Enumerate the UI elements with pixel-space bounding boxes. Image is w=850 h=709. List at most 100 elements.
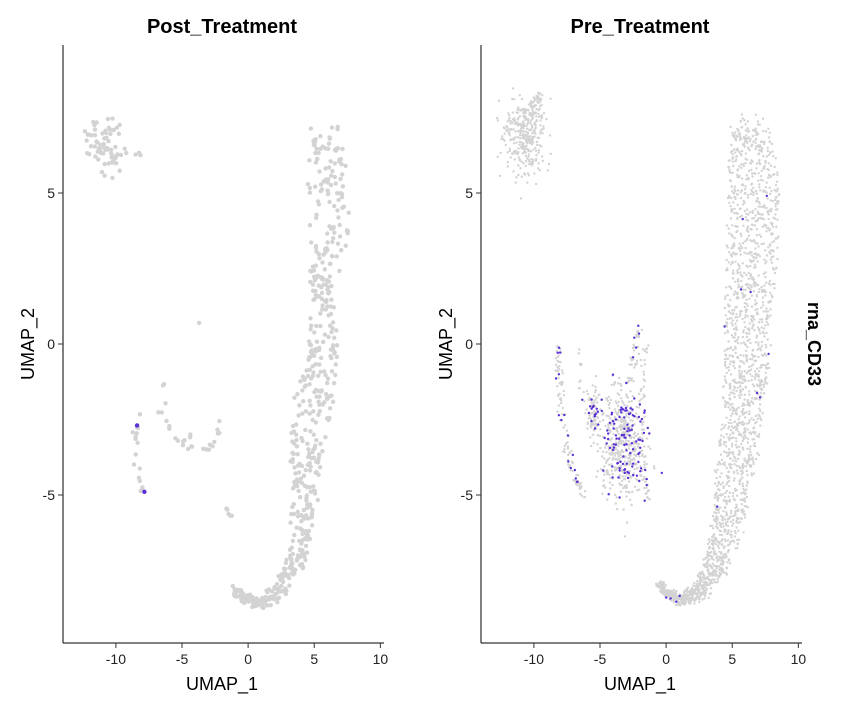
data-point [728,558,731,562]
data-point [732,364,735,367]
data-point [745,178,748,181]
data-point [760,326,763,329]
data-point [727,369,731,372]
data-point [740,309,743,313]
data-point [533,123,536,126]
data-point [618,467,621,470]
data-point [774,237,777,240]
data-point [520,122,523,126]
data-point [759,318,762,321]
data-point [601,450,605,453]
data-point [756,218,759,222]
data-point [510,152,514,155]
data-point [103,145,108,151]
data-point [718,575,721,579]
data-point [617,432,620,436]
data-point [578,362,582,366]
data-point [591,384,594,387]
data-point [633,445,636,449]
data-point [138,153,143,158]
data-point [653,467,656,470]
data-point [727,401,730,405]
data-point [739,136,742,140]
data-point [723,545,726,548]
data-point [645,477,648,481]
data-point [130,430,135,435]
data-point [755,167,758,170]
data-point [753,256,756,259]
data-point [108,127,113,132]
data-point [768,279,772,283]
data-point [325,188,330,193]
data-point [724,556,727,559]
data-point [736,521,740,524]
data-point [698,577,702,580]
data-point [328,347,334,352]
data-point [528,141,532,145]
data-point [692,598,695,601]
data-point [724,424,727,427]
data-point [599,446,602,450]
data-point [710,571,714,575]
data-point [111,127,117,133]
data-point [734,131,737,134]
data-point [754,113,757,117]
data-point [332,335,337,340]
data-point [762,218,766,221]
data-point [531,107,534,110]
data-point [534,104,537,107]
data-point [101,141,107,147]
data-point [745,174,748,177]
data-point [767,127,770,130]
data-point [605,459,609,463]
data-point [607,403,610,407]
data-point [643,415,646,419]
data-point [662,587,665,591]
data-point [302,516,307,521]
data-point [729,217,733,220]
data-point [514,130,517,133]
data-point [736,127,739,131]
data-point [743,403,746,407]
data-point [324,396,329,401]
data-point [725,466,728,470]
data-point [730,321,733,325]
data-point [716,574,719,577]
data-point [762,354,765,357]
data-point [745,302,748,306]
data-point [731,412,734,415]
data-point [726,268,729,272]
data-point [250,596,256,601]
data-point [314,394,319,399]
data-point [710,557,714,560]
data-point [612,456,615,460]
data-point [658,581,662,584]
data-point [291,429,297,434]
data-point [307,411,312,416]
data-point [626,423,629,426]
data-point [754,141,757,144]
data-point [628,456,631,460]
data-point [748,410,751,413]
data-point [511,111,514,114]
data-point [747,176,750,180]
data-point [611,448,615,452]
data-point [765,320,768,324]
data-point [759,189,762,192]
data-point [734,443,737,447]
data-point [741,423,744,426]
data-point [725,483,728,486]
data-point [600,398,603,401]
data-point [102,173,107,178]
data-point [753,328,756,332]
data-point [762,190,765,193]
data-point [608,417,612,420]
data-point [761,301,765,304]
data-point [569,469,572,472]
data-point [643,445,646,448]
data-point [312,330,317,335]
data-point [751,458,754,461]
data-point [766,310,769,313]
data-point [501,135,504,138]
data-point [534,182,538,186]
